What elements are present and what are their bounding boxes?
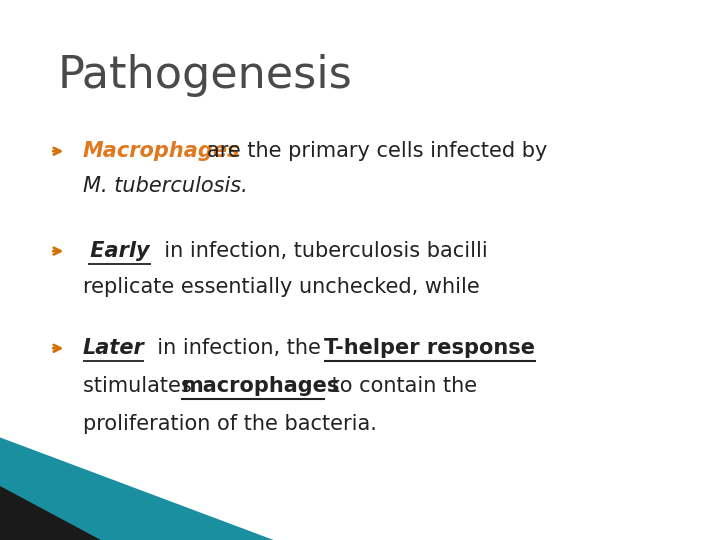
Text: M. tuberculosis.: M. tuberculosis. [83, 176, 248, 197]
Text: macrophages: macrophages [181, 376, 340, 396]
Text: to contain the: to contain the [325, 376, 477, 396]
Text: T-helper response: T-helper response [324, 338, 535, 359]
Text: Macrophages: Macrophages [83, 141, 240, 161]
Text: Later: Later [83, 338, 145, 359]
Polygon shape [0, 486, 101, 540]
Text: proliferation of the bacteria.: proliferation of the bacteria. [83, 414, 377, 434]
Text: stimulates: stimulates [83, 376, 198, 396]
Text: Early: Early [83, 241, 150, 261]
Text: Pathogenesis: Pathogenesis [58, 54, 352, 97]
Text: in infection, tuberculosis bacilli: in infection, tuberculosis bacilli [151, 241, 488, 261]
Text: in infection, the: in infection, the [144, 338, 328, 359]
Text: are the primary cells infected by: are the primary cells infected by [207, 141, 547, 161]
Text: replicate essentially unchecked, while: replicate essentially unchecked, while [83, 277, 480, 298]
Polygon shape [0, 437, 274, 540]
